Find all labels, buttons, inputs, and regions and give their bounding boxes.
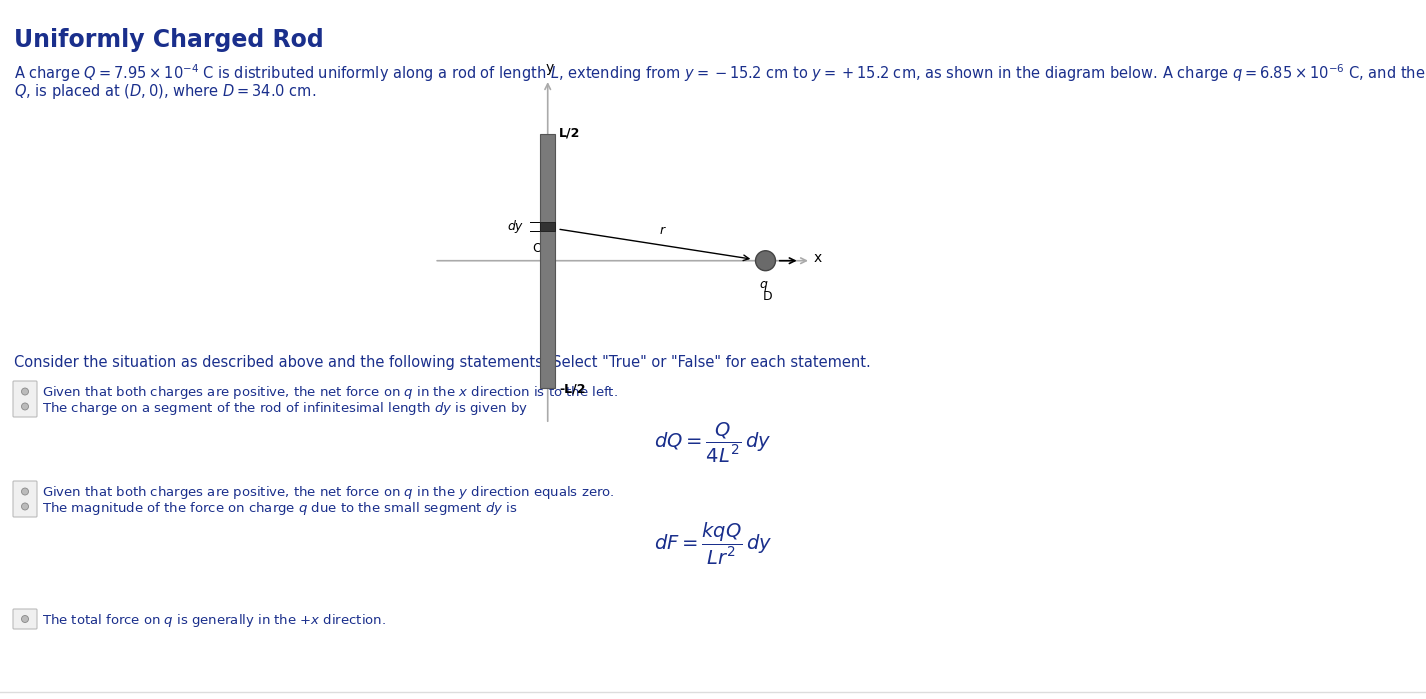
Text: $Q$, is placed at $(D,0)$, where $D = 34.0$ cm.: $Q$, is placed at $(D,0)$, where $D = 34… bbox=[14, 82, 317, 101]
Text: $dF = \dfrac{kqQ}{Lr^2}\, dy$: $dF = \dfrac{kqQ}{Lr^2}\, dy$ bbox=[655, 520, 771, 567]
Text: Uniformly Charged Rod: Uniformly Charged Rod bbox=[14, 28, 324, 52]
Text: A charge $Q = 7.95 \times 10^{-4}$ C is distributed uniformly along a rod of len: A charge $Q = 7.95 \times 10^{-4}$ C is … bbox=[14, 62, 1426, 84]
Circle shape bbox=[21, 403, 29, 410]
Text: q: q bbox=[759, 278, 767, 291]
Text: L/2: L/2 bbox=[559, 127, 580, 139]
Text: $dQ = \dfrac{Q}{4L^2}\, dy$: $dQ = \dfrac{Q}{4L^2}\, dy$ bbox=[655, 420, 771, 465]
Circle shape bbox=[21, 488, 29, 495]
Text: x: x bbox=[813, 252, 821, 266]
Text: The total force on $q$ is generally in the $+x$ direction.: The total force on $q$ is generally in t… bbox=[41, 612, 386, 629]
FancyBboxPatch shape bbox=[13, 481, 37, 517]
Text: dy: dy bbox=[508, 220, 523, 233]
Text: r: r bbox=[660, 224, 665, 238]
Text: D: D bbox=[763, 290, 773, 303]
Bar bbox=[540, 134, 555, 388]
Text: The charge on a segment of the rod of infinitesimal length $dy$ is given by: The charge on a segment of the rod of in… bbox=[41, 400, 528, 417]
FancyBboxPatch shape bbox=[13, 609, 37, 629]
Text: O: O bbox=[532, 243, 542, 255]
FancyBboxPatch shape bbox=[13, 381, 37, 417]
Circle shape bbox=[21, 503, 29, 510]
Circle shape bbox=[21, 616, 29, 623]
Circle shape bbox=[21, 388, 29, 395]
Circle shape bbox=[756, 251, 776, 271]
Bar bbox=[540, 222, 555, 231]
Text: Given that both charges are positive, the net force on $q$ in the $x$ direction : Given that both charges are positive, th… bbox=[41, 384, 617, 401]
Text: -L/2: -L/2 bbox=[559, 382, 586, 395]
Text: The magnitude of the force on charge $q$ due to the small segment $dy$ is: The magnitude of the force on charge $q$… bbox=[41, 500, 518, 517]
Text: Consider the situation as described above and the following statements. Select ": Consider the situation as described abov… bbox=[14, 355, 871, 370]
Text: Given that both charges are positive, the net force on $q$ in the $y$ direction : Given that both charges are positive, th… bbox=[41, 484, 615, 501]
Text: y: y bbox=[546, 61, 555, 75]
